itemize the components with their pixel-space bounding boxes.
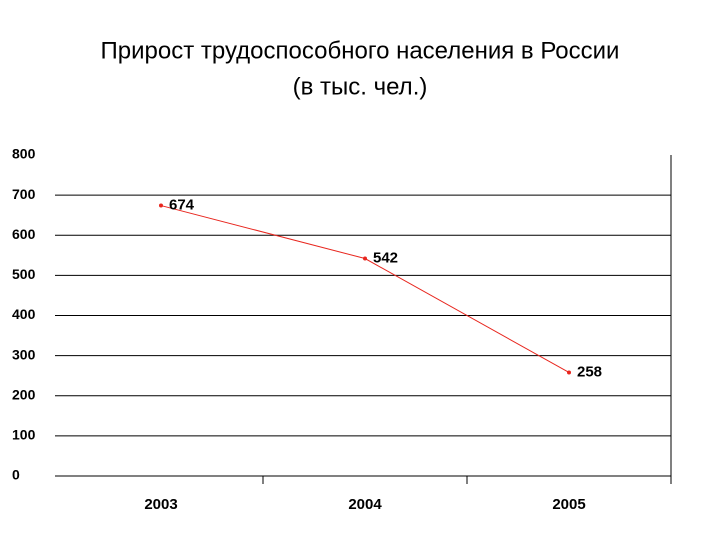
y-tick-label: 400 — [12, 306, 36, 322]
y-tick-label: 600 — [12, 226, 36, 242]
chart-subtitle: (в тыс. чел.) — [293, 73, 428, 100]
data-label: 258 — [577, 363, 602, 380]
line — [160, 205, 570, 373]
y-tick-label: 100 — [12, 427, 36, 443]
y-tick-label: 200 — [12, 386, 36, 402]
x-tick-label: 2005 — [552, 496, 585, 513]
y-tick-label: 700 — [12, 186, 36, 202]
y-tick-label: 300 — [12, 346, 36, 362]
y-tick-label: 500 — [12, 266, 36, 282]
data-label: 674 — [169, 197, 195, 214]
data-label: 542 — [373, 249, 398, 266]
chart-title: Прирост трудоспособного населения в Росс… — [101, 37, 620, 64]
point — [159, 203, 163, 208]
x-tick-label: 2003 — [144, 496, 177, 513]
x-tick-label: 2004 — [348, 496, 382, 513]
y-tick-label: 800 — [12, 146, 36, 162]
point — [567, 370, 571, 375]
point — [363, 256, 367, 261]
y-tick-label: 0 — [12, 467, 20, 483]
